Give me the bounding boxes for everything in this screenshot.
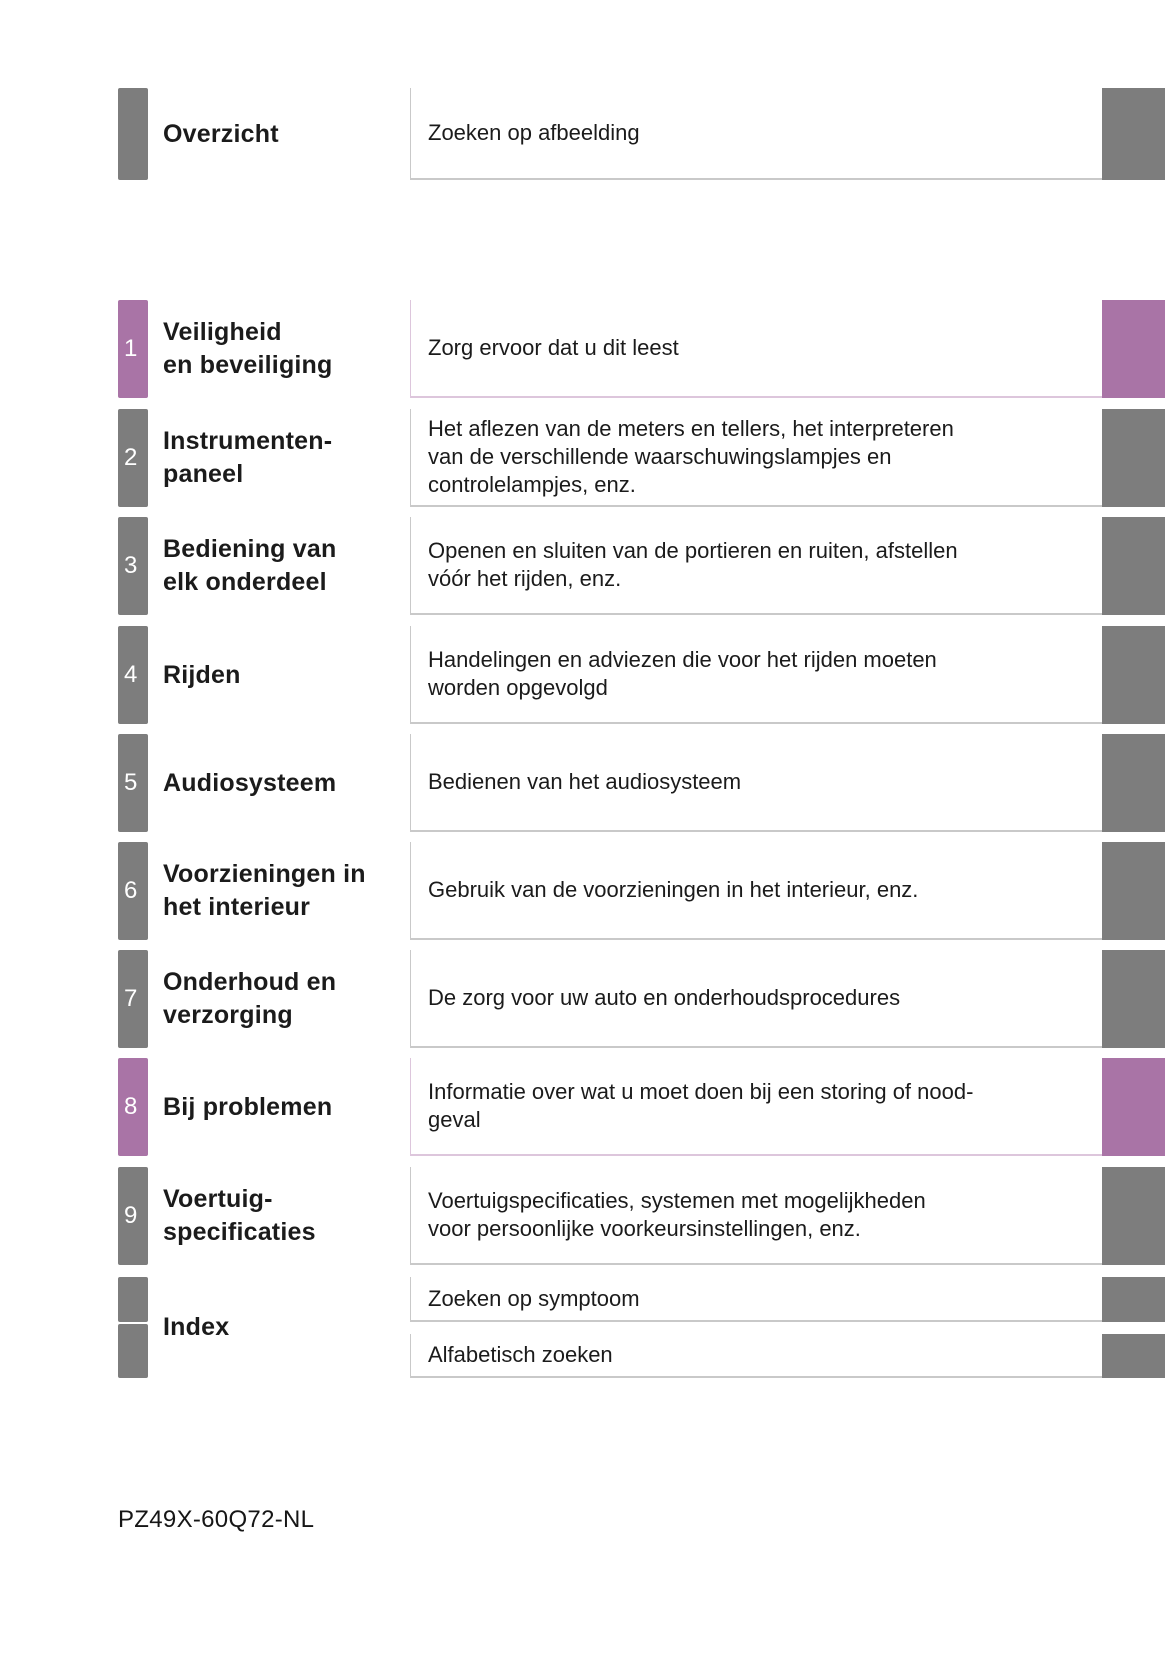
section-description: Openen en sluiten van de portieren en ru…	[428, 538, 958, 591]
overview-description-box: Zoeken op afbeelding	[410, 88, 1102, 180]
index-tab-lower	[118, 1324, 148, 1378]
section-title: Instrumenten- paneel	[163, 427, 333, 488]
section-description-box: Informatie over wat u moet doen bij een …	[410, 1058, 1102, 1156]
toc-row-section-1: 1 Veiligheid en beveiliging Zorg ervoor …	[0, 300, 1165, 398]
section-description-box: Bedienen van het audiosysteem	[410, 734, 1102, 832]
section-color-block	[1102, 517, 1165, 615]
section-description: Voertuigspecificaties, systemen met moge…	[428, 1188, 926, 1241]
section-9-tab: 9	[118, 1167, 148, 1265]
section-number: 2	[124, 444, 138, 471]
index-entry: Alfabetisch zoeken	[428, 1342, 613, 1367]
section-color-block	[1102, 734, 1165, 832]
index-tab-upper	[118, 1277, 148, 1322]
section-7-tab: 7	[118, 950, 148, 1048]
section-description: Informatie over wat u moet doen bij een …	[428, 1079, 974, 1132]
section-5-tab: 5	[118, 734, 148, 832]
section-number: 9	[124, 1202, 138, 1229]
section-number: 5	[124, 769, 138, 796]
section-title: Rijden	[163, 660, 241, 689]
toc-row-section-3: 3 Bediening van elk onderdeel Openen en …	[0, 517, 1165, 615]
section-title: Voorzieningen in het interieur	[163, 860, 366, 921]
section-description: Gebruik van de voorzieningen in het inte…	[428, 877, 919, 902]
toc-row-section-8: 8 Bij problemen Informatie over wat u mo…	[0, 1058, 1165, 1156]
section-description: Bedienen van het audiosysteem	[428, 769, 742, 794]
section-description: De zorg voor uw auto en onderhoudsproced…	[428, 985, 901, 1010]
section-description: Het aflezen van de meters en tellers, he…	[428, 416, 954, 497]
index-title: Index	[163, 1313, 230, 1341]
toc-row-section-5: 5 Audiosysteem Bedienen van het audiosys…	[0, 734, 1165, 832]
section-title: Veiligheid en beveiliging	[163, 318, 333, 379]
toc-row-index: Index Zoeken op symptoom Alfabetisch zoe…	[0, 1277, 1165, 1378]
section-description-box: Openen en sluiten van de portieren en ru…	[410, 517, 1102, 615]
toc-row-section-4: 4 Rijden Handelingen en adviezen die voo…	[0, 626, 1165, 724]
overview-color-block	[1102, 88, 1165, 180]
index-entry-box: Alfabetisch zoeken	[410, 1334, 1102, 1378]
overview-description: Zoeken op afbeelding	[428, 120, 640, 145]
toc-row-overview: Overzicht Zoeken op afbeelding	[0, 88, 1165, 180]
section-description-box: Gebruik van de voorzieningen in het inte…	[410, 842, 1102, 940]
overview-title: Overzicht	[163, 119, 279, 148]
section-title: Audiosysteem	[163, 768, 337, 797]
section-color-block	[1102, 409, 1165, 507]
toc-row-section-2: 2 Instrumenten- paneel Het aflezen van d…	[0, 409, 1165, 507]
section-color-block	[1102, 626, 1165, 724]
section-number: 6	[124, 877, 138, 904]
section-title: Bij problemen	[163, 1092, 333, 1121]
section-6-tab: 6	[118, 842, 148, 940]
section-description: Handelingen en adviezen die voor het rij…	[428, 647, 937, 700]
overview-tab	[118, 88, 148, 180]
section-description-box: Zorg ervoor dat u dit leest	[410, 300, 1102, 398]
toc-row-section-9: 9 Voertuig- specificaties Voertuigspecif…	[0, 1167, 1165, 1265]
section-3-tab: 3	[118, 517, 148, 615]
section-number: 7	[124, 985, 138, 1012]
section-number: 4	[124, 661, 138, 688]
section-title: Voertuig- specificaties	[163, 1185, 316, 1246]
section-number: 8	[124, 1093, 138, 1120]
section-color-block	[1102, 1058, 1165, 1156]
index-color-block	[1102, 1334, 1165, 1378]
toc-row-section-7: 7 Onderhoud en verzorging De zorg voor u…	[0, 950, 1165, 1048]
section-2-tab: 2	[118, 409, 148, 507]
toc-row-section-6: 6 Voorzieningen in het interieur Gebruik…	[0, 842, 1165, 940]
section-number: 3	[124, 552, 138, 579]
section-description-box: Voertuigspecificaties, systemen met moge…	[410, 1167, 1102, 1265]
section-color-block	[1102, 300, 1165, 398]
index-entry: Zoeken op symptoom	[428, 1285, 640, 1311]
section-4-tab: 4	[118, 626, 148, 724]
index-entry-box: Zoeken op symptoom	[410, 1277, 1102, 1322]
section-1-tab: 1	[118, 300, 148, 398]
section-8-tab: 8	[118, 1058, 148, 1156]
section-color-block	[1102, 842, 1165, 940]
section-color-block	[1102, 950, 1165, 1048]
section-description-box: Handelingen en adviezen die voor het rij…	[410, 626, 1102, 724]
section-number: 1	[124, 335, 138, 362]
part-number: PZ49X-60Q72-NL	[118, 1506, 315, 1533]
index-color-block	[1102, 1277, 1165, 1322]
section-description: Zorg ervoor dat u dit leest	[428, 335, 679, 360]
section-description-box: Het aflezen van de meters en tellers, he…	[410, 409, 1102, 507]
section-title: Bediening van elk onderdeel	[163, 535, 337, 596]
section-color-block	[1102, 1167, 1165, 1265]
section-title: Onderhoud en verzorging	[163, 968, 337, 1029]
section-description-box: De zorg voor uw auto en onderhoudsproced…	[410, 950, 1102, 1048]
